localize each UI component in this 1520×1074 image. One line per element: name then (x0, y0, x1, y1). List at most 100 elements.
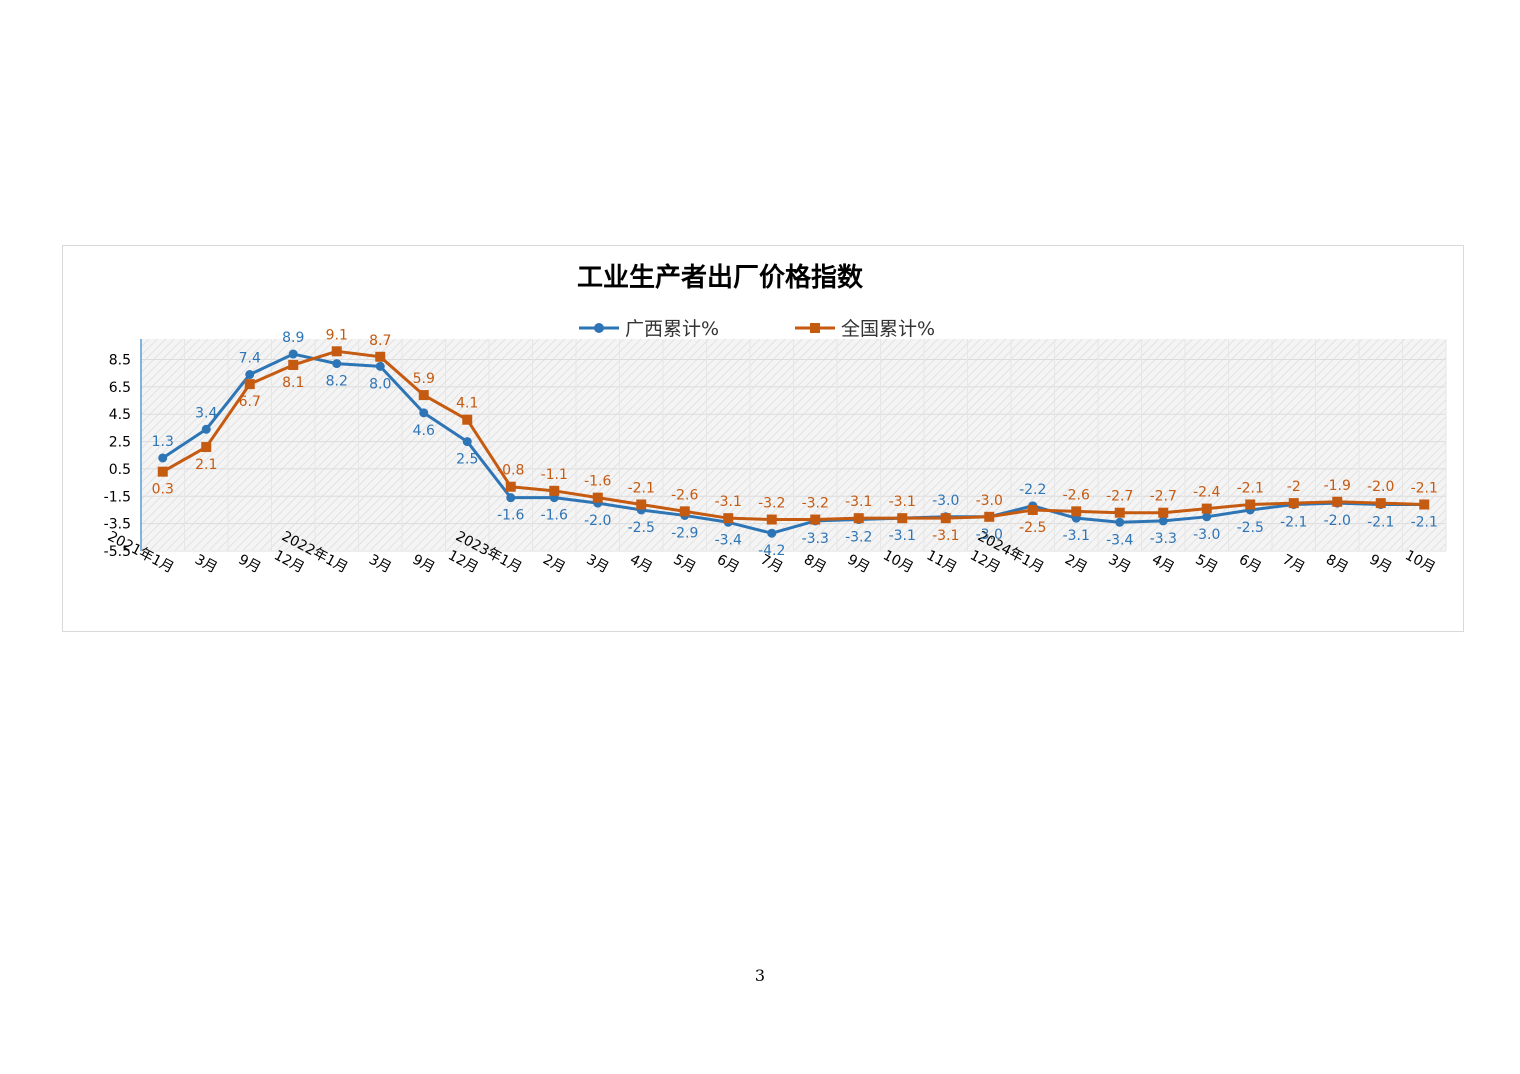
data-label-guangxi: -2.0 (1324, 513, 1351, 529)
y-tick-label: 4.5 (109, 407, 131, 423)
data-label-guangxi: 8.2 (326, 374, 348, 390)
data-label-guangxi: -3.4 (715, 532, 742, 548)
x-tick-label: 7月 (1280, 552, 1308, 577)
data-label-national: -3.0 (976, 493, 1003, 509)
data-point-guangxi (1158, 516, 1168, 526)
x-tick-label: 5月 (1193, 552, 1221, 577)
y-tick-label: 6.5 (109, 380, 131, 396)
data-point-national (375, 351, 386, 362)
data-label-national: -2.4 (1193, 485, 1220, 501)
data-label-national: -3.2 (802, 496, 829, 512)
data-point-national (331, 346, 342, 357)
data-point-national (1288, 498, 1299, 509)
data-label-national: 8.7 (369, 333, 391, 349)
data-label-national: -0.8 (497, 463, 524, 479)
legend-label-national: 全国累计% (841, 318, 935, 340)
data-point-national (810, 514, 821, 525)
y-tick-label: -3.5 (104, 517, 131, 533)
x-tick-label: 8月 (801, 552, 829, 577)
data-point-national (1419, 499, 1430, 510)
data-point-guangxi (288, 349, 298, 359)
data-label-guangxi: -4.2 (758, 543, 785, 559)
data-label-guangxi: 8.9 (282, 330, 304, 346)
data-label-national: 8.1 (282, 375, 304, 391)
data-point-guangxi (1202, 512, 1212, 522)
data-point-national (984, 511, 995, 522)
data-label-national: -3.1 (715, 494, 742, 510)
data-label-national: -1.1 (541, 467, 568, 483)
data-label-guangxi: -3.1 (889, 528, 916, 544)
data-label-guangxi: -3.2 (845, 530, 872, 546)
x-tick-label: 4月 (1149, 552, 1177, 577)
data-label-national: -2.6 (671, 487, 698, 503)
data-label-guangxi: -1.6 (541, 508, 568, 524)
y-tick-label: 8.5 (109, 353, 131, 369)
x-tick-label: 6月 (714, 552, 742, 577)
page-number: 3 (754, 966, 766, 985)
x-tick-label: 9月 (236, 552, 264, 577)
data-label-guangxi: -2.5 (1237, 520, 1264, 536)
data-point-guangxi (419, 408, 429, 418)
data-point-national (592, 492, 603, 503)
data-label-guangxi: 8.0 (369, 376, 391, 392)
data-label-national: 4.1 (456, 396, 478, 412)
legend-item-guangxi[interactable]: 广西累计% (579, 318, 719, 340)
data-label-national: -3.1 (845, 494, 872, 510)
data-label-guangxi: -3.0 (932, 493, 959, 509)
x-tick-label: 6月 (1236, 552, 1264, 577)
data-point-guangxi (462, 437, 472, 447)
data-label-guangxi: -2.2 (1019, 482, 1046, 498)
x-tick-label: 2月 (540, 552, 568, 577)
legend-item-national[interactable]: 全国累计% (795, 318, 935, 340)
data-label-guangxi: -2.5 (628, 520, 655, 536)
x-tick-label: 11月 (924, 547, 960, 576)
data-point-national (1158, 507, 1169, 518)
data-point-national (897, 513, 908, 524)
x-tick-label: 9月 (1367, 552, 1395, 577)
data-point-national (1375, 498, 1386, 509)
data-label-national: -2.1 (628, 480, 655, 496)
x-tick-label: 3月 (1106, 552, 1134, 577)
data-label-national: -2.0 (1367, 479, 1394, 495)
data-point-national (853, 513, 864, 524)
x-tick-label: 3月 (192, 552, 220, 577)
data-point-guangxi (1115, 517, 1125, 527)
data-label-national: -2.1 (1237, 480, 1264, 496)
x-tick-label: 10月 (880, 547, 916, 576)
data-label-guangxi: 3.4 (195, 405, 217, 421)
data-point-national (418, 390, 429, 401)
data-label-guangxi: -3.0 (976, 527, 1003, 543)
data-label-national: -3.1 (889, 494, 916, 510)
data-label-guangxi: 2.5 (456, 452, 478, 468)
data-point-national (201, 442, 212, 453)
data-point-national (766, 514, 777, 525)
data-label-guangxi: -3.3 (802, 531, 829, 547)
x-tick-label: 3月 (366, 552, 394, 577)
data-labels-guangxi: 1.3 3.4 7.4 8.9 8.2 8.0 4.6 2.5 -1.6 -1.6 -2.0 -2.5… (152, 330, 1438, 559)
data-point-national (1201, 503, 1212, 514)
x-tick-label: 3月 (584, 552, 612, 577)
data-point-national (636, 499, 647, 510)
data-label-guangxi: -2.1 (1367, 514, 1394, 530)
data-label-national: -2.7 (1150, 489, 1177, 505)
data-label-guangxi: -2.1 (1411, 514, 1438, 530)
data-label-guangxi: -1.6 (497, 508, 524, 524)
data-label-national: -1.9 (1324, 478, 1351, 494)
data-point-national (288, 359, 299, 370)
data-point-national (1071, 506, 1082, 517)
data-label-guangxi: -3.3 (1150, 531, 1177, 547)
data-label-guangxi: -2.9 (671, 525, 698, 541)
line-chart: 工业生产者出厂价格指数 广西累计% 全国累计% -5.5 -3.5 -1.5 0.5 2… (104, 262, 1447, 577)
legend-label-guangxi: 广西累计% (625, 318, 719, 340)
data-label-national: -3.2 (758, 496, 785, 512)
data-point-guangxi (332, 359, 342, 369)
data-point-national (505, 481, 516, 492)
y-tick-label: -1.5 (104, 489, 131, 505)
data-label-guangxi: -3.0 (1193, 527, 1220, 543)
chart-frame: 工业生产者出厂价格指数 广西累计% 全国累计% -5.5 -3.5 -1.5 0.5 2… (62, 245, 1464, 632)
data-label-national: 5.9 (413, 371, 435, 387)
data-point-guangxi (245, 370, 255, 380)
data-point-national (940, 513, 951, 524)
data-label-guangxi: 7.4 (239, 351, 261, 367)
data-point-guangxi (506, 493, 516, 503)
